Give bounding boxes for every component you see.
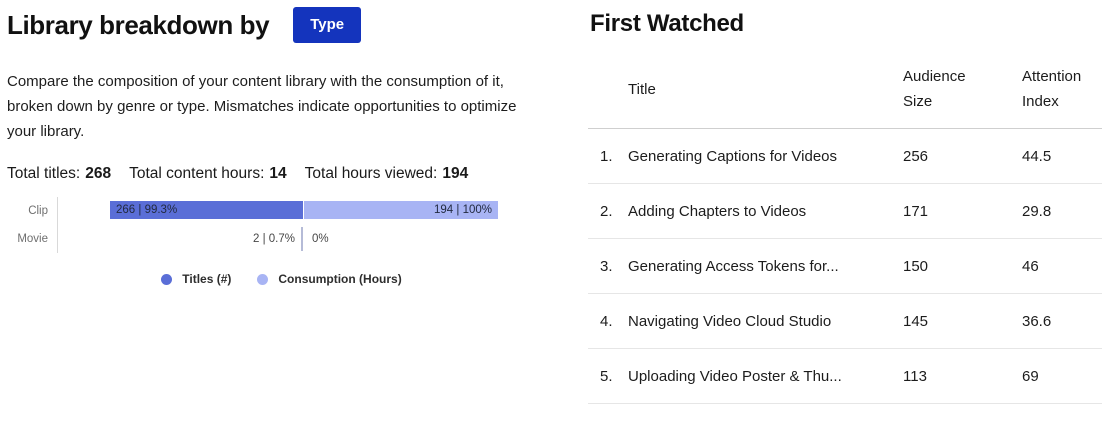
category-label: Clip — [28, 205, 48, 217]
total-hours-viewed: Total hours viewed: 194 — [305, 165, 469, 183]
row-rank: 5. — [600, 367, 613, 385]
totals-row: Total titles: 268 Total content hours: 14 … — [7, 165, 556, 183]
total-content-hours: Total content hours: 14 — [129, 165, 287, 183]
row-title: Generating Access Tokens for... — [628, 257, 839, 275]
table-row: 4. Navigating Video Cloud Studio 145 36.… — [588, 294, 1102, 349]
row-title: Uploading Video Poster & Thu... — [628, 367, 842, 385]
total-titles-label: Total titles: — [7, 165, 81, 182]
row-attention-index: 44.5 — [1022, 147, 1052, 165]
row-audience-size: 171 — [903, 202, 929, 220]
total-titles: Total titles: 268 — [7, 165, 111, 183]
row-audience-size: 145 — [903, 312, 929, 330]
first-watched-title: First Watched — [590, 10, 744, 37]
row-rank: 2. — [600, 202, 613, 220]
legend-item-titles[interactable]: Titles (#) — [161, 272, 231, 286]
titles-series-dot-icon — [161, 273, 173, 285]
chart-legend: Titles (#) Consumption (Hours) — [7, 272, 556, 286]
row-audience-size: 256 — [903, 147, 929, 165]
total-content-hours-label: Total content hours: — [129, 165, 265, 182]
total-content-hours-value: 14 — [269, 165, 287, 182]
titles-series-label: Titles (#) — [182, 272, 232, 286]
titles-value-label: 2 | 0.7% — [253, 233, 295, 245]
table-header-row: Title Audience Size Attention Index — [588, 38, 1102, 129]
table-row: 3. Generating Access Tokens for... 150 4… — [588, 239, 1102, 294]
consumption-bar: 194 | 100% — [304, 201, 498, 219]
table-row: 5. Uploading Video Poster & Thu... 113 6… — [588, 349, 1102, 404]
row-rank: 1. — [600, 147, 613, 165]
baseline-tick — [301, 227, 303, 251]
legend-item-consumption[interactable]: Consumption (Hours) — [257, 272, 402, 286]
total-hours-viewed-value: 194 — [442, 165, 469, 182]
row-attention-index: 36.6 — [1022, 312, 1052, 330]
chart-row-movie: Movie 2 | 0.7% 0% — [7, 225, 556, 253]
row-title: Navigating Video Cloud Studio — [628, 312, 832, 330]
audience-size-column-header: Audience Size — [903, 68, 966, 110]
title-column-header: Title — [628, 80, 656, 98]
library-breakdown-title: Library breakdown by — [7, 10, 270, 40]
row-attention-index: 69 — [1022, 367, 1039, 385]
row-audience-size: 113 — [903, 367, 927, 385]
row-audience-size: 150 — [903, 257, 929, 275]
row-attention-index: 46 — [1022, 257, 1039, 275]
first-watched-panel: First Watched Title Audience Size Attent… — [588, 6, 1102, 404]
attention-index-column-header: Attention Index — [1022, 68, 1082, 110]
consumption-series-dot-icon — [257, 273, 269, 285]
row-rank: 3. — [600, 257, 613, 275]
table-row: 2. Adding Chapters to Videos 171 29.8 — [588, 184, 1102, 239]
category-label: Movie — [17, 233, 48, 245]
plot-area: 266 | 99.3% 194 | 100% — [57, 197, 556, 225]
consumption-value-label: 0% — [312, 233, 329, 245]
plot-area: 2 | 0.7% 0% — [57, 225, 556, 253]
dimension-toggle-button[interactable]: Type — [293, 7, 362, 43]
row-title: Generating Captions for Videos — [628, 147, 838, 165]
row-attention-index: 29.8 — [1022, 202, 1052, 220]
total-hours-viewed-label: Total hours viewed: — [304, 165, 438, 182]
total-titles-value: 268 — [85, 165, 112, 182]
titles-bar: 266 | 99.3% — [110, 201, 303, 219]
library-breakdown-header: Library breakdown by Type — [7, 6, 556, 44]
library-breakdown-panel: Library breakdown by Type Compare the co… — [7, 6, 556, 286]
table-row: 1. Generating Captions for Videos 256 44… — [588, 129, 1102, 184]
consumption-series-label: Consumption (Hours) — [278, 272, 402, 286]
row-title: Adding Chapters to Videos — [628, 202, 807, 220]
chart-row-clip: Clip 266 | 99.3% 194 | 100% — [7, 197, 556, 225]
library-breakdown-description: Compare the composition of your content … — [7, 73, 517, 140]
breakdown-diverging-bar-chart: Clip 266 | 99.3% 194 | 100% Movie 2 | 0.7% 0% — [7, 197, 556, 253]
row-rank: 4. — [600, 312, 613, 330]
